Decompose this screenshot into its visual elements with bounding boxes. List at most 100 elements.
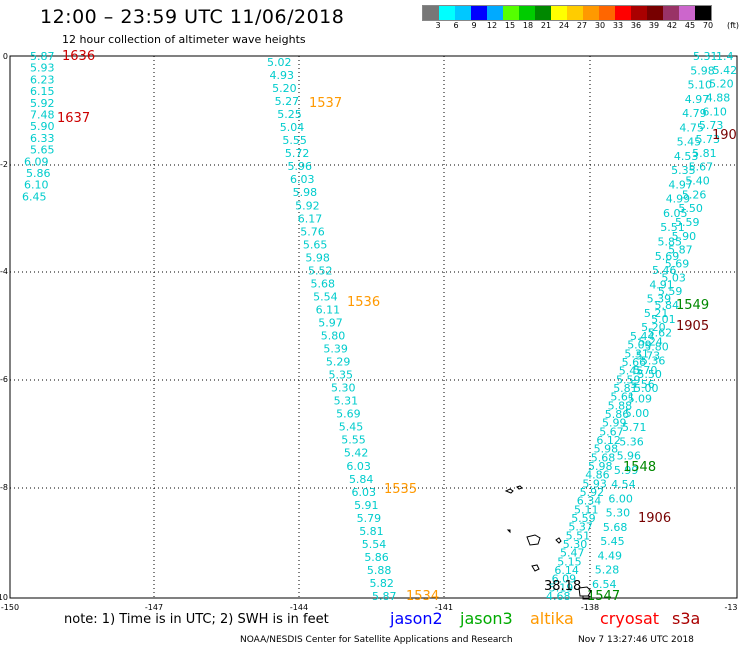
color-scale-label: 9	[471, 21, 477, 30]
wave-height-value: 4.91	[649, 278, 674, 291]
wave-height-value: 5.68	[591, 451, 616, 464]
color-scale-label: 18	[522, 21, 534, 30]
wave-height-value: 5.84	[655, 299, 680, 312]
island-outline	[516, 485, 523, 490]
wave-height-value: 5.51	[660, 221, 685, 234]
color-scale-label: 70	[702, 21, 714, 30]
wave-height-value: 6.10	[24, 179, 49, 192]
orbit-time-label: 1547	[587, 589, 620, 604]
x-tick-label: -147	[145, 603, 163, 612]
wave-height-value: 6.00	[608, 492, 633, 505]
wave-height-value: 6.15	[30, 85, 55, 98]
wave-height-value: 5.45	[600, 535, 625, 548]
wave-height-value: 5.03	[661, 271, 686, 284]
wave-height-value: 5.02	[267, 56, 292, 69]
island-outline	[526, 534, 541, 546]
wave-height-value: 5.09	[627, 339, 652, 352]
island-outline	[578, 586, 592, 597]
x-tick-label: -144	[290, 603, 308, 612]
wave-height-value: 6.11	[316, 303, 341, 316]
wave-height-value: 5.61	[610, 391, 635, 404]
wave-height-value: 5.96	[287, 160, 312, 173]
orbit-time-label: 1548	[623, 460, 656, 475]
y-tick-label: -4	[0, 267, 8, 276]
wave-height-value: 4.93	[270, 69, 295, 82]
wave-height-value: 5.98	[293, 186, 318, 199]
wave-height-value: 5.70	[633, 364, 658, 377]
wave-height-value: 5.36	[641, 354, 666, 367]
wave-height-value: 5.59	[658, 285, 683, 298]
wave-height-value: 6.54	[592, 578, 617, 591]
y-tick-label: -10	[0, 593, 8, 602]
wave-height-value: 5.09	[627, 392, 652, 405]
wave-height-value: 5.69	[655, 250, 680, 263]
wave-height-value: 5.79	[357, 512, 382, 525]
wave-height-value: 5.93	[30, 62, 55, 75]
color-scale-label: 45	[684, 21, 696, 30]
wave-height-value: 5.04	[280, 121, 305, 134]
wave-height-value: 5.28	[595, 564, 620, 577]
wave-height-value: 5.00	[634, 382, 659, 395]
x-tick-label: -150	[1, 603, 19, 612]
color-scale-labels: 3 6 9 12 15 18 21 24 27 30 33 36 39 42 45 70 (ft)	[422, 21, 740, 33]
wave-height-value: 5.20	[272, 82, 297, 95]
wave-height-value: 5.98	[305, 251, 330, 264]
wave-height-value: 5.99	[614, 464, 639, 477]
wave-height-value: 5.99	[602, 417, 627, 430]
wave-height-value: 5.20	[709, 78, 734, 91]
wave-height-value: 4.54	[611, 478, 636, 491]
orbit-time-label: 1905	[676, 319, 709, 334]
wave-height-value: 4.53	[674, 150, 699, 163]
wave-height-value: 4.88	[706, 92, 731, 105]
wave-height-value: 5.39	[647, 293, 672, 306]
island-outline	[504, 488, 514, 494]
wave-height-value: 4.99	[666, 193, 691, 206]
wave-height-value: 5.54	[362, 538, 387, 551]
wave-height-value: 5.45	[619, 365, 644, 378]
wave-height-value: 5.35	[328, 369, 353, 382]
wave-height-value: 5.87	[30, 50, 55, 63]
orbit-time-label: 1534	[406, 589, 439, 604]
wave-height-value: 4.86	[585, 469, 610, 482]
wave-height-value: 5.59	[675, 216, 700, 229]
wave-height-value: 5.20	[641, 321, 666, 334]
color-swatch	[695, 6, 711, 20]
wave-height-value: 5.47	[560, 547, 585, 560]
color-swatch	[663, 6, 679, 20]
wave-height-value: 5.81	[613, 382, 638, 395]
color-scale-label: 6	[453, 21, 459, 30]
color-scale-label: 36	[630, 21, 642, 30]
wave-height-value: 5.55	[282, 134, 307, 147]
wave-height-value: 5.66	[622, 356, 647, 369]
island-outline	[555, 537, 562, 544]
wave-height-value: 5.93	[582, 477, 607, 490]
color-scale-label: 15	[504, 21, 516, 30]
orbit-time-label: 190	[712, 128, 737, 143]
wave-height-value: 5.46	[652, 264, 677, 277]
wave-height-value: 5.51	[566, 529, 591, 542]
color-swatch	[647, 6, 663, 20]
wave-height-value: 5.50	[678, 202, 703, 215]
wave-height-value: 4.49	[597, 549, 622, 562]
color-swatch	[583, 6, 599, 20]
y-tick-label: -2	[0, 160, 8, 169]
color-swatch	[631, 6, 647, 20]
wave-height-value: 5.86	[364, 551, 389, 564]
wave-height-value: 5.86	[26, 167, 51, 180]
y-tick-label: -6	[0, 375, 8, 384]
wave-height-value: 5.29	[326, 356, 351, 369]
wave-height-value: 6.45	[22, 190, 47, 203]
wave-height-value: 6.17	[298, 212, 323, 225]
wave-height-value: 5.80	[321, 330, 346, 343]
wave-height-value: 5.73	[636, 350, 661, 363]
color-scale-label: 12	[486, 21, 498, 30]
orbit-time-label: 1549	[676, 298, 709, 313]
x-tick-label: -13	[724, 603, 737, 612]
island-outline	[531, 564, 540, 572]
wave-height-value: 5.90	[672, 230, 697, 243]
wave-height-value: 5.52	[308, 264, 333, 277]
wave-height-value: 6.09	[552, 573, 577, 586]
wave-height-value: 5.92	[30, 97, 55, 110]
wave-height-value: 5.21	[644, 307, 669, 320]
